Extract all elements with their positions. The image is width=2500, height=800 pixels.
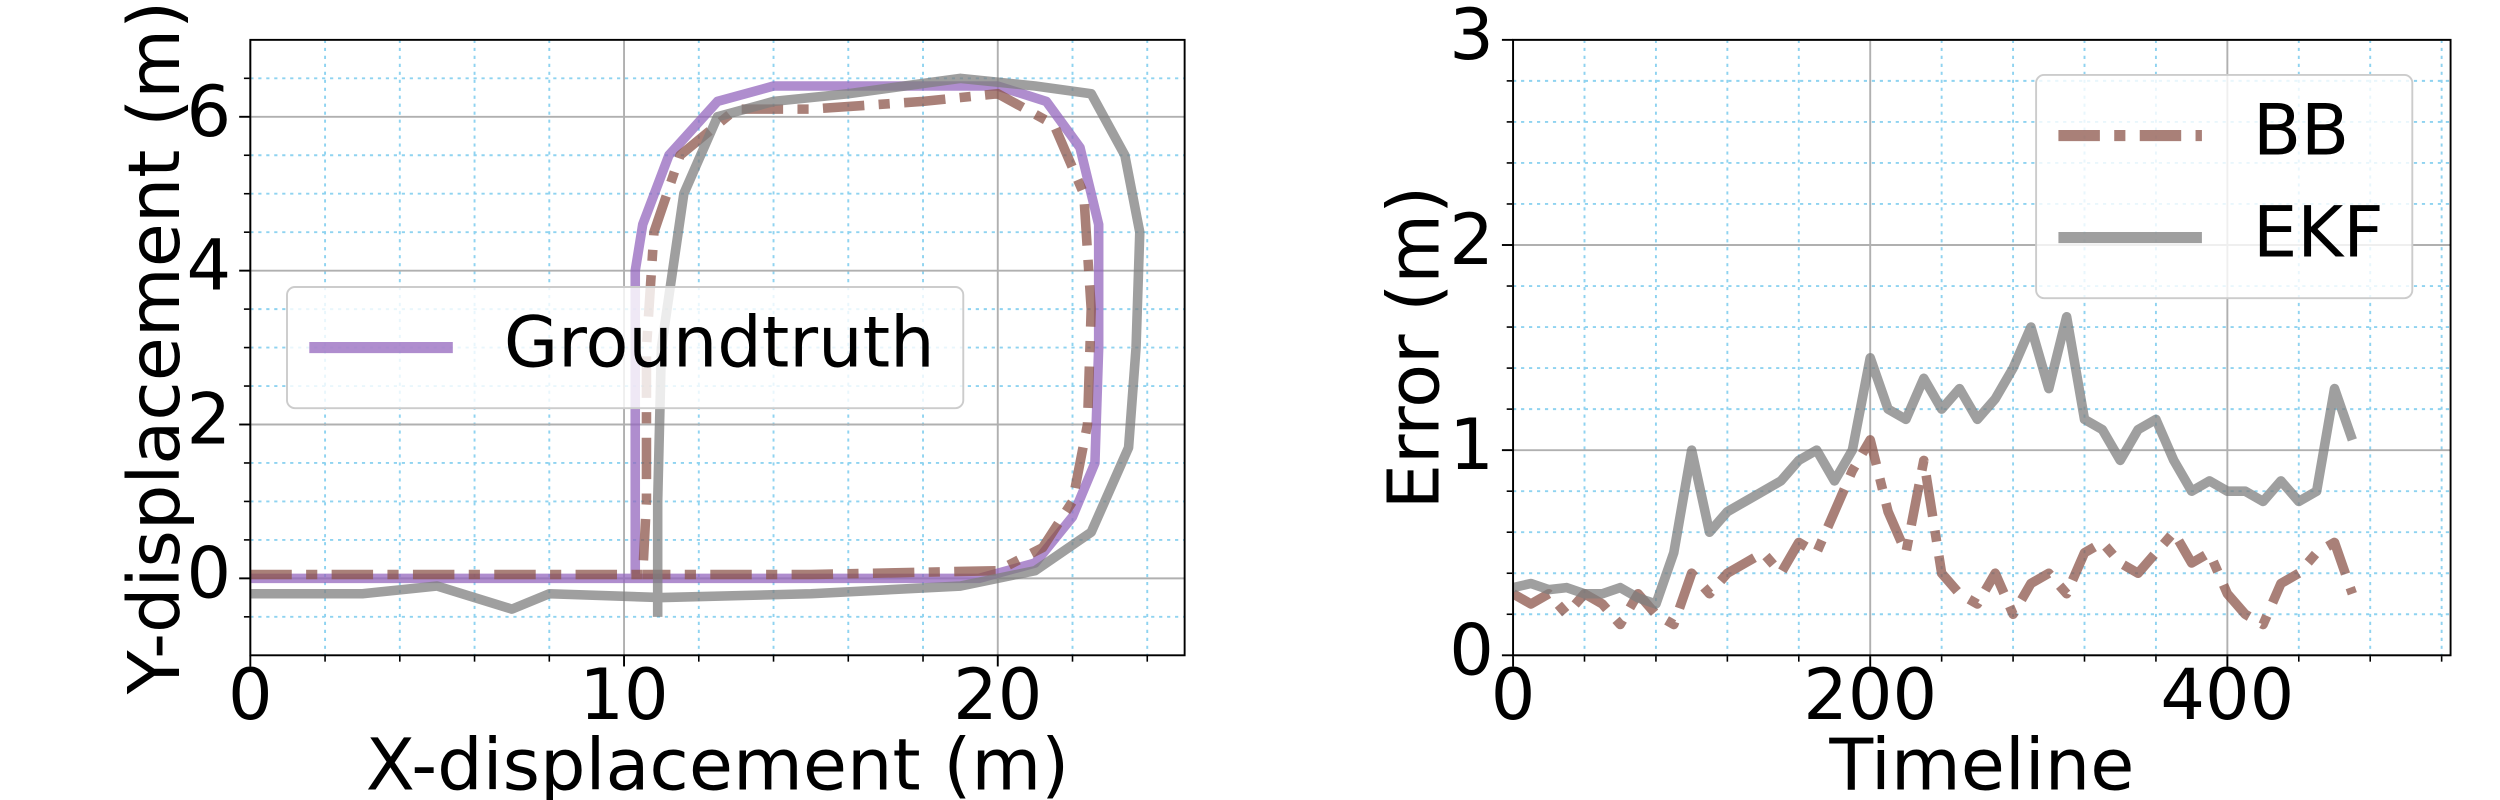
y-tick-label: 1 (1449, 404, 1494, 486)
legend: BB EKF (2035, 73, 2414, 300)
axes-frame (249, 38, 1186, 657)
x-tick-label: 0 (1491, 654, 1536, 736)
x-tick-label: 20 (953, 654, 1042, 736)
series-line (1513, 312, 2357, 609)
y-tick-label: 4 (187, 225, 232, 307)
legend-label: Groundtruth (504, 302, 935, 384)
axes-frame (1512, 38, 2452, 657)
legend-box (286, 286, 965, 410)
y-tick-label: 6 (187, 71, 232, 153)
series-line (250, 73, 1145, 617)
x-tick-label: 400 (2160, 654, 2294, 736)
x-axis-label: Timeline (1828, 723, 2134, 800)
x-tick-label: 0 (228, 654, 273, 736)
y-tick-label: 2 (1449, 199, 1494, 281)
x-tick-label: 200 (1803, 654, 1937, 736)
legend: Groundtruth (286, 286, 965, 410)
legend-label: BB (2253, 90, 2349, 172)
series-line (1513, 435, 2357, 630)
x-tick-label: 10 (579, 654, 668, 736)
y-axis-label: Error (m) (1372, 186, 1456, 510)
x-axis-label: X-displacement (m) (366, 723, 1070, 800)
y-tick-label: 3 (1449, 0, 1494, 76)
series-line (250, 88, 1096, 580)
y-tick-label: 0 (187, 532, 232, 614)
y-axis-label: Y-displacement (m) (112, 1, 196, 695)
y-tick-label: 0 (1449, 609, 1494, 691)
legend-label: EKF (2253, 192, 2384, 274)
y-tick-label: 2 (187, 379, 232, 461)
